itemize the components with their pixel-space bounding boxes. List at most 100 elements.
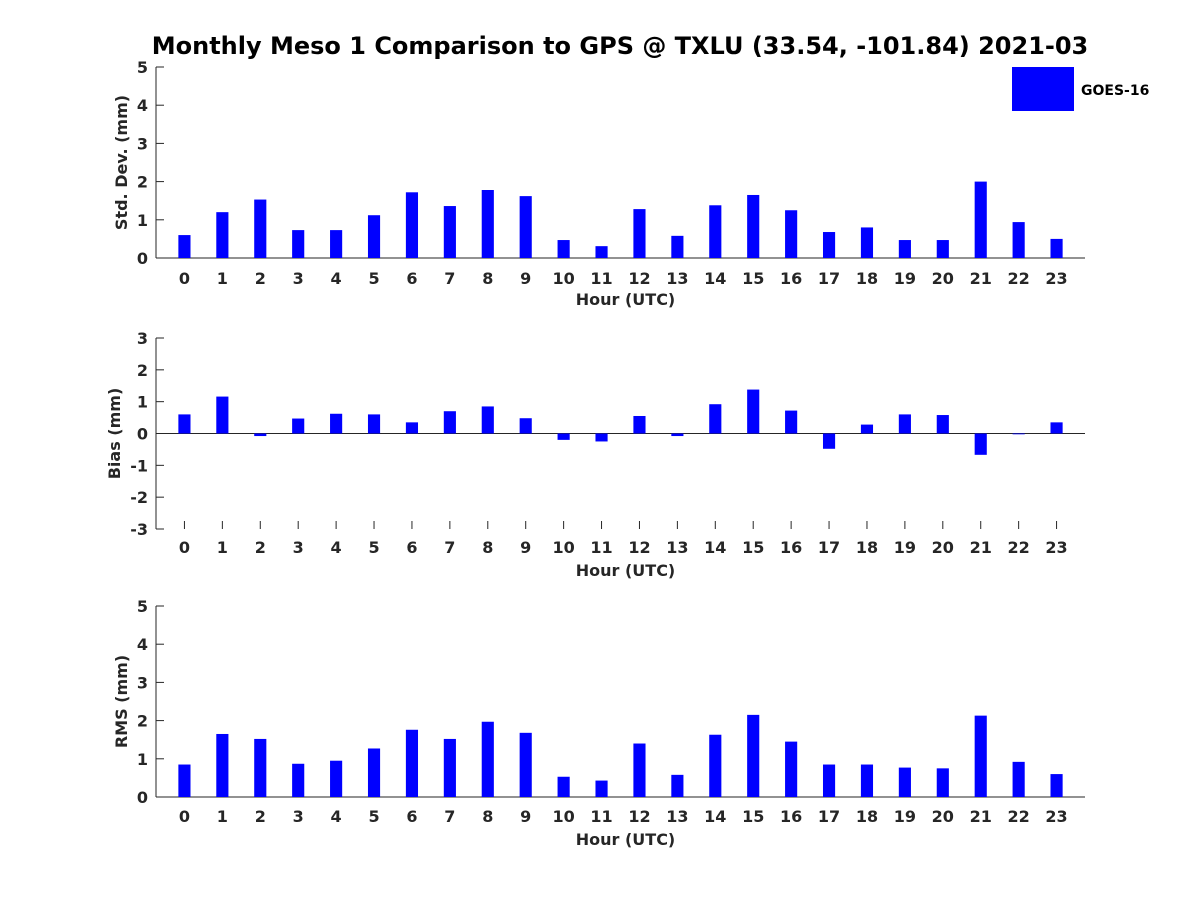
x-tick-label: 0 xyxy=(179,538,190,557)
y-tick-label: -2 xyxy=(130,488,148,507)
bar-hour-18 xyxy=(860,424,874,434)
x-tick-label: 9 xyxy=(520,269,531,288)
x-tick-label: 17 xyxy=(818,538,840,557)
x-tick-label: 23 xyxy=(1045,269,1067,288)
x-tick-label: 22 xyxy=(1008,269,1030,288)
bar-hour-12 xyxy=(633,415,646,434)
bar-hour-23 xyxy=(1050,422,1063,434)
bar-hour-2 xyxy=(254,433,267,437)
y-tick-label: 1 xyxy=(137,211,148,230)
x-tick-label: 22 xyxy=(1008,538,1030,557)
bar-hour-8 xyxy=(481,190,494,258)
x-tick-label: 9 xyxy=(520,538,531,557)
bar-hour-22 xyxy=(1012,433,1025,435)
legend: GOES-16 xyxy=(1012,67,1149,111)
bar-hour-3 xyxy=(292,418,305,434)
bar-hour-11 xyxy=(595,780,608,797)
bar-hour-21 xyxy=(974,715,987,797)
bar-hour-9 xyxy=(519,196,532,258)
x-tick-label: 23 xyxy=(1045,807,1067,826)
x-tick-label: 2 xyxy=(255,538,266,557)
bar-hour-19 xyxy=(898,767,911,797)
bar-hour-10 xyxy=(557,433,570,440)
bar-hour-1 xyxy=(216,396,229,434)
x-tick-label: 19 xyxy=(894,538,916,557)
y-tick-label: 0 xyxy=(137,425,148,444)
x-tick-label: 6 xyxy=(406,538,417,557)
bar-hour-5 xyxy=(367,414,381,434)
bar-hour-6 xyxy=(405,422,419,434)
bar-hour-23 xyxy=(1050,238,1063,258)
y-tick-label: 3 xyxy=(137,673,148,692)
bar-hour-22 xyxy=(1012,222,1025,258)
bar-hour-5 xyxy=(367,748,381,797)
x-tick-label: 15 xyxy=(742,269,764,288)
bar-hour-14 xyxy=(709,404,722,434)
x-tick-label: 20 xyxy=(932,538,954,557)
bar-hour-11 xyxy=(595,433,608,442)
x-tick-label: 18 xyxy=(856,269,878,288)
bar-hour-7 xyxy=(443,738,456,797)
x-tick-label: 3 xyxy=(293,807,304,826)
bar-hour-9 xyxy=(519,418,532,434)
bar-hour-1 xyxy=(216,733,229,797)
bar-hour-0 xyxy=(178,414,191,434)
bar-hour-14 xyxy=(709,734,722,797)
x-tick-label: 17 xyxy=(818,269,840,288)
bar-hour-23 xyxy=(1050,774,1063,797)
x-axis-label: Hour (UTC) xyxy=(576,290,676,309)
bar-hour-15 xyxy=(747,194,760,258)
x-tick-label: 22 xyxy=(1008,807,1030,826)
x-tick-label: 19 xyxy=(894,269,916,288)
chart-title: Monthly Meso 1 Comparison to GPS @ TXLU … xyxy=(152,32,1089,60)
bar-hour-0 xyxy=(178,764,191,797)
y-tick-label: 1 xyxy=(137,393,148,412)
y-tick-label: 0 xyxy=(137,788,148,807)
x-tick-label: 10 xyxy=(552,269,574,288)
x-tick-label: 4 xyxy=(331,807,342,826)
x-tick-label: 12 xyxy=(628,269,650,288)
x-tick-label: 13 xyxy=(666,538,688,557)
y-tick-label: -1 xyxy=(130,456,148,475)
bar-hour-4 xyxy=(330,230,343,258)
bar-hour-12 xyxy=(633,209,646,258)
bar-hour-20 xyxy=(936,240,949,258)
y-tick-label: 4 xyxy=(137,96,148,115)
x-tick-label: 6 xyxy=(406,807,417,826)
bar-hour-13 xyxy=(671,235,684,258)
x-tick-label: 12 xyxy=(628,807,650,826)
bar-hour-8 xyxy=(481,406,494,434)
x-tick-label: 4 xyxy=(331,269,342,288)
x-tick-label: 19 xyxy=(894,807,916,826)
bar-hour-16 xyxy=(785,210,798,258)
bar-hour-22 xyxy=(1012,761,1025,797)
bar-hour-21 xyxy=(974,181,987,258)
x-tick-label: 9 xyxy=(520,807,531,826)
bar-hour-14 xyxy=(709,205,722,258)
x-tick-label: 14 xyxy=(704,807,726,826)
bar-hour-18 xyxy=(860,227,874,258)
bar-hour-3 xyxy=(292,230,305,258)
y-tick-label: 4 xyxy=(137,635,148,654)
x-tick-label: 21 xyxy=(970,269,992,288)
x-tick-label: 14 xyxy=(704,538,726,557)
x-tick-label: 23 xyxy=(1045,538,1067,557)
bar-hour-20 xyxy=(936,415,949,434)
bar-hour-2 xyxy=(254,199,267,258)
y-tick-label: 2 xyxy=(137,173,148,192)
bar-hour-17 xyxy=(822,232,836,258)
x-tick-label: 15 xyxy=(742,538,764,557)
x-tick-label: 10 xyxy=(552,538,574,557)
legend-label-goes16: GOES-16 xyxy=(1081,83,1149,99)
bar-hour-8 xyxy=(481,721,494,797)
bar-hour-7 xyxy=(443,206,456,258)
x-tick-label: 13 xyxy=(666,807,688,826)
bar-hour-3 xyxy=(292,763,305,797)
bar-hour-20 xyxy=(936,768,949,797)
x-axis-label: Hour (UTC) xyxy=(576,561,676,580)
x-tick-label: 11 xyxy=(590,269,612,288)
x-tick-label: 16 xyxy=(780,269,802,288)
y-tick-label: 2 xyxy=(137,712,148,731)
